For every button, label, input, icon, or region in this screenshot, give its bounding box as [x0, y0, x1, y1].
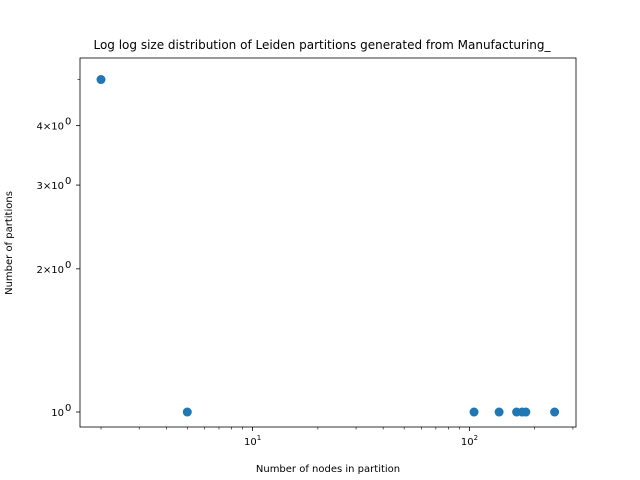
data-point-6: [521, 407, 531, 417]
data-point-2: [469, 407, 479, 417]
y-tick-label-3: 4×10: [37, 122, 64, 133]
y-axis-label: Number of partitions: [4, 191, 15, 295]
y-tick-exp-2: 0: [65, 176, 71, 187]
data-point-3: [494, 407, 504, 417]
y-tick-label-0: 10: [51, 408, 64, 419]
data-point-0: [96, 75, 106, 85]
y-tick-exp-3: 0: [65, 117, 71, 128]
x-axis-label: Number of nodes in partition: [256, 464, 400, 475]
y-tick-exp-1: 0: [65, 260, 71, 271]
y-tick-label-2: 3×10: [37, 181, 64, 192]
y-tick-exp-0: 0: [65, 403, 71, 414]
data-point-7: [550, 407, 560, 417]
chart-title: Log log size distribution of Leiden part…: [93, 38, 551, 52]
x-tick-label-1: 102: [461, 434, 478, 448]
x-tick-label-0: 101: [244, 434, 261, 448]
data-point-1: [182, 407, 192, 417]
plot-frame: [79, 57, 577, 428]
y-tick-label-1: 2×10: [37, 265, 64, 276]
